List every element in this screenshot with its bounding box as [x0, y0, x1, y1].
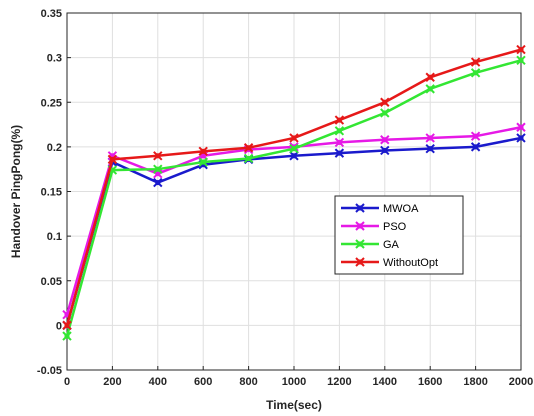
x-tick-label: 600 [194, 376, 212, 388]
x-tick-label: 1200 [327, 376, 351, 388]
y-tick-label: 0.35 [41, 8, 62, 20]
legend-label: WithoutOpt [383, 257, 438, 269]
x-tick-label: 2000 [509, 376, 533, 388]
data-point-ga [289, 143, 299, 154]
data-point-withoutopt [289, 133, 299, 143]
data-point-withoutopt [334, 115, 345, 125]
y-tick-label: 0.05 [41, 276, 62, 288]
data-point-withoutopt [153, 151, 163, 161]
data-point-mwoa [380, 145, 390, 156]
y-tick-label: 0.25 [41, 97, 62, 109]
data-point-pso [334, 137, 345, 148]
legend-item-mwoa: MWOA [341, 203, 419, 215]
x-tick-label: 1000 [282, 376, 306, 388]
x-tick-label: 1600 [418, 376, 442, 388]
data-point-pso [425, 133, 435, 143]
y-tick-label: 0.15 [41, 187, 62, 199]
y-tick-label: 0.1 [47, 231, 62, 243]
legend-label: PSO [383, 221, 407, 233]
data-point-ga [470, 68, 481, 78]
data-point-mwoa [425, 143, 435, 154]
data-point-mwoa [334, 148, 345, 158]
legend-marker [355, 203, 365, 213]
data-point-ga [425, 84, 435, 94]
legend-marker [355, 257, 365, 267]
data-point-mwoa [470, 142, 481, 152]
x-tick-label: 400 [149, 376, 167, 388]
x-tick-label: 0 [64, 376, 70, 388]
y-tick-label: 0 [56, 320, 62, 332]
legend: MWOA PSO GA WithoutOpt [334, 195, 464, 275]
x-axis-ticks: 0 200 400 600 800 1000 1200 1400 1600 1800 2000 [64, 366, 533, 388]
series-withoutopt [62, 44, 526, 331]
data-point-ga [516, 55, 526, 66]
legend-item-ga: GA [341, 239, 400, 251]
legend-label: GA [383, 239, 400, 251]
x-tick-label: 1400 [373, 376, 397, 388]
data-point-withoutopt [425, 72, 435, 82]
x-tick-label: 200 [103, 376, 121, 388]
data-point-mwoa [289, 151, 299, 161]
data-point-mwoa [516, 133, 526, 143]
legend-marker [355, 221, 365, 231]
y-tick-label: 0.2 [47, 142, 62, 154]
data-point-mwoa [153, 177, 163, 188]
grid-lines [66, 12, 522, 371]
data-point-pso [380, 135, 390, 145]
data-point-pso [470, 131, 481, 141]
data-point-withoutopt [107, 154, 118, 165]
data-point-withoutopt [62, 320, 72, 331]
x-tick-label: 800 [239, 376, 257, 388]
data-point-ga [334, 126, 345, 136]
data-point-ga [380, 108, 390, 118]
series-ga [62, 55, 526, 341]
series-layer [62, 44, 526, 341]
legend-marker [355, 239, 365, 249]
y-axis-label: Handover PingPong(%) [9, 125, 23, 258]
data-point-withoutopt [470, 57, 481, 67]
data-point-ga [153, 164, 163, 174]
data-point-ga [62, 331, 72, 341]
data-point-withoutopt [380, 97, 390, 107]
x-axis-label: Time(sec) [266, 398, 322, 412]
data-point-ga [198, 157, 208, 167]
data-point-withoutopt [198, 146, 208, 157]
data-point-ga [243, 153, 254, 164]
y-tick-label: 0.3 [47, 53, 62, 65]
legend-item-withoutopt: WithoutOpt [341, 257, 438, 269]
x-tick-label: 1800 [463, 376, 487, 388]
legend-label: MWOA [383, 203, 419, 215]
data-point-withoutopt [516, 44, 526, 55]
y-tick-label: -0.05 [37, 365, 62, 377]
y-axis-ticks: -0.05 0 0.05 0.1 0.15 0.2 0.25 0.3 0.35 [37, 8, 71, 377]
legend-item-pso: PSO [341, 221, 407, 233]
data-point-pso [516, 122, 526, 132]
data-point-withoutopt [243, 143, 254, 153]
